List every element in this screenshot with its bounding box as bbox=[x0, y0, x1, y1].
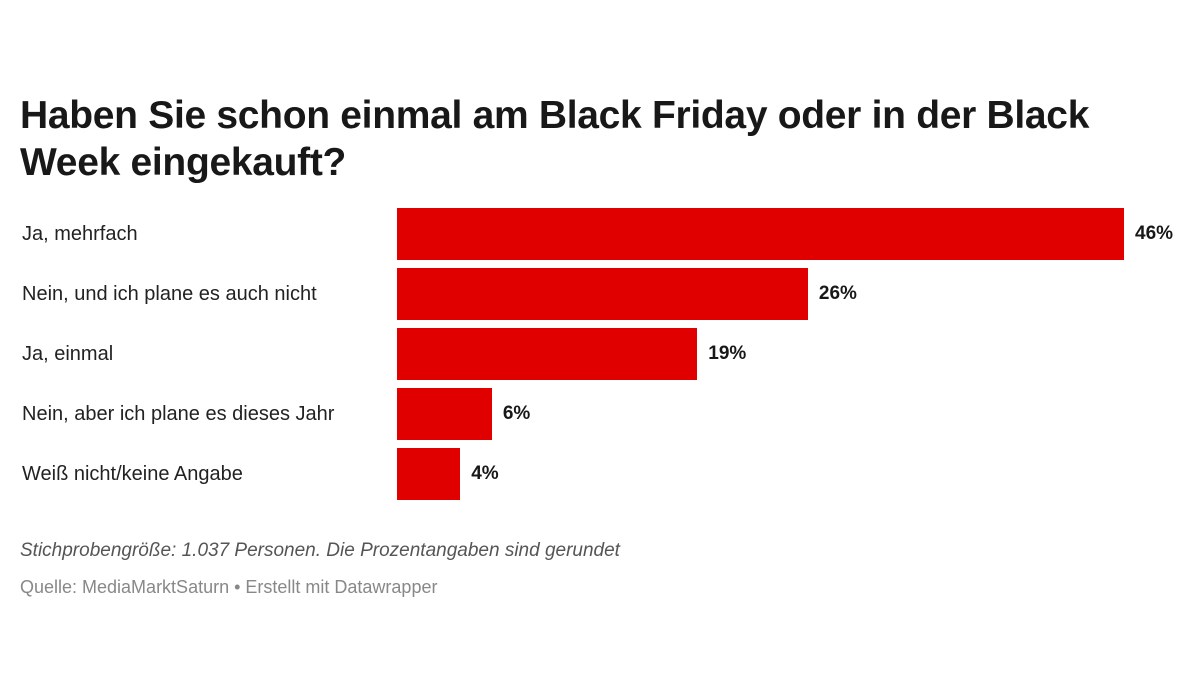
chart-source: Quelle: MediaMarktSaturn • Erstellt mit … bbox=[20, 577, 438, 597]
value-label: 4% bbox=[471, 463, 499, 484]
bar-chart: Ja, mehrfach 46% Nein, und ich plane es au… bbox=[0, 200, 1200, 510]
bar bbox=[397, 448, 461, 500]
chart-title: Haben Sie schon einmal am Black Friday o… bbox=[20, 94, 1090, 184]
value-label: 46% bbox=[1135, 223, 1174, 244]
bar bbox=[397, 268, 808, 320]
category-label: Nein, und ich plane es auch nicht bbox=[22, 283, 317, 305]
category-label: Weiß nicht/keine Angabe bbox=[22, 463, 243, 485]
bar bbox=[397, 328, 698, 380]
bar bbox=[397, 388, 492, 440]
category-label: Nein, aber ich plane es dieses Jahr bbox=[22, 403, 335, 425]
category-label: Ja, mehrfach bbox=[22, 223, 138, 245]
chart-notes: Stichprobengröße: 1.037 Personen. Die Pr… bbox=[20, 540, 620, 561]
value-label: 26% bbox=[818, 283, 857, 304]
bar bbox=[397, 208, 1124, 260]
category-label: Ja, einmal bbox=[22, 343, 114, 365]
value-label: 19% bbox=[708, 343, 747, 364]
value-label: 6% bbox=[502, 403, 531, 424]
